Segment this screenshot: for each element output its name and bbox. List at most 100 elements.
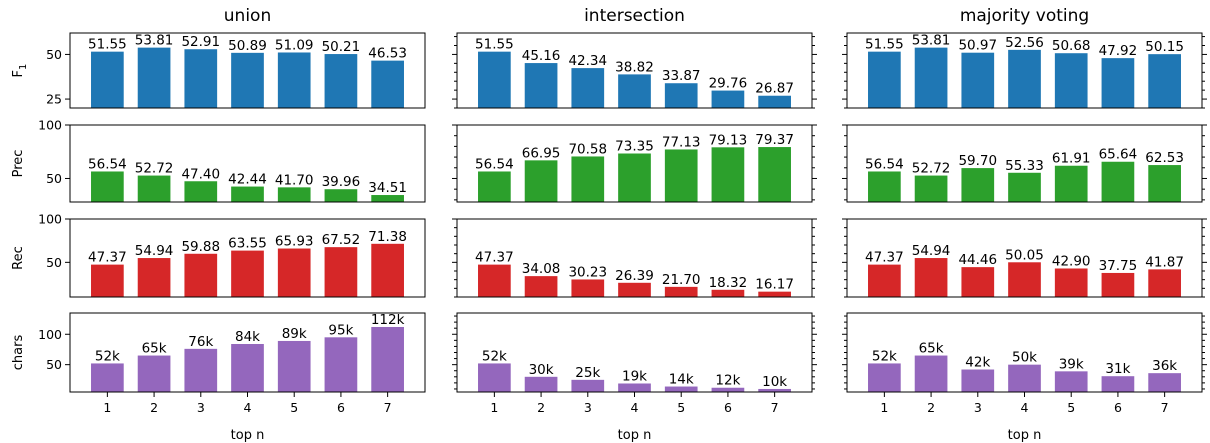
x-tick-label: 3 [197,400,205,415]
panel-f1-intersection: 51.55 45.16 42.34 38.82 33.87 29.76 26.87 [452,32,817,109]
data-label-prec-union-5: 41.70 [275,172,314,188]
bar-rec-majority-voting-6 [1101,272,1135,297]
bar-chars-intersection-4 [618,383,651,392]
panel-prec-intersection: 56.54 66.95 70.58 73.35 77.13 79.13 79.37 [452,124,817,203]
data-label-chars-union-5: 89k [282,326,307,342]
bar-prec-union-3 [184,181,218,202]
data-label-chars-majority-voting-6: 31k [1105,361,1130,377]
bar-f1-majority-voting-5 [1054,53,1088,108]
bar-prec-majority-voting-1 [868,171,901,202]
data-label-rec-majority-voting-7: 41.87 [1145,254,1184,270]
bar-prec-majority-voting-4 [1008,172,1041,202]
bar-chars-intersection-6 [711,387,745,392]
bar-prec-intersection-2 [524,160,558,202]
bar-chars-intersection-1 [478,363,511,392]
x-tick-label: 7 [384,400,392,415]
data-label-rec-majority-voting-1: 47.37 [865,250,904,266]
data-label-rec-union-1: 47.37 [88,250,127,266]
x-tick-label: 1 [880,400,888,415]
bar-rec-intersection-3 [571,279,605,297]
data-label-rec-union-3: 59.88 [181,239,220,255]
data-label-f1-majority-voting-6: 47.92 [1099,43,1138,59]
x-tick-label: 3 [974,400,982,415]
axes-frame [69,218,426,298]
bar-rec-majority-voting-5 [1054,268,1088,297]
bar-f1-majority-voting-4 [1008,49,1041,108]
data-label-prec-intersection-4: 73.35 [615,139,654,155]
x-tick-label: 1 [103,400,111,415]
data-label-rec-majority-voting-2: 54.94 [912,243,951,259]
data-label-prec-intersection-2: 66.95 [522,145,561,161]
panel-rec-intersection: 47.37 34.08 30.23 26.39 21.70 18.32 16.17 [452,218,817,298]
axes-frame [456,218,813,298]
column-title-union: union [224,6,271,26]
data-label-rec-union-2: 54.94 [135,243,174,259]
data-label-prec-union-6: 39.96 [322,174,361,190]
axes-frame [846,32,1203,109]
data-label-rec-union-6: 67.52 [322,232,361,248]
panel-rec-union: 47.37 54.94 59.88 63.55 65.93 67.52 71.38 50 100 [38,212,426,298]
bar-chars-majority-voting-6 [1101,376,1135,392]
axes-frame [846,218,1203,298]
bar-chars-intersection-7 [758,388,791,392]
bar-rec-union-2 [137,258,171,297]
axes-frame [846,124,1203,203]
bar-prec-majority-voting-6 [1101,161,1135,202]
panel-f1-union: 51.55 53.81 52.91 50.89 51.09 50.21 46.53 25 50 [46,32,426,109]
bar-f1-intersection-7 [758,95,791,108]
data-label-prec-intersection-3: 70.58 [568,141,607,157]
bar-f1-union-2 [137,47,171,108]
bar-prec-union-1 [91,171,124,202]
data-label-rec-majority-voting-4: 50.05 [1005,247,1044,263]
data-label-chars-intersection-5: 14k [669,372,694,388]
bar-rec-union-7 [371,243,404,297]
x-tick-label: 4 [631,400,639,415]
bar-rec-union-3 [184,253,218,297]
y-axis-label-text: F [11,70,26,77]
bar-chars-union-7 [371,326,404,392]
data-label-f1-union-5: 51.09 [275,37,314,53]
bar-f1-intersection-4 [618,74,651,108]
bar-chars-majority-voting-3 [961,369,995,392]
panel-f1-majority-voting: 51.55 53.81 50.97 52.56 50.68 47.92 50.15 [842,32,1207,109]
data-label-f1-intersection-4: 38.82 [615,59,654,75]
data-label-f1-union-4: 50.89 [228,38,267,54]
bar-chars-intersection-5 [664,386,698,392]
data-label-f1-union-2: 53.81 [135,33,174,49]
x-tick-label: 3 [584,400,592,415]
x-axis-label: top n [618,428,652,443]
y-tick-label: 50 [46,357,62,372]
bar-chars-majority-voting-2 [914,355,948,392]
y-tick-label: 100 [38,212,62,227]
x-tick-label: 4 [1021,400,1029,415]
y-tick-label: 50 [46,255,62,270]
bar-prec-union-6 [324,189,358,202]
bar-prec-majority-voting-5 [1054,165,1088,202]
x-axis-label: top n [231,428,265,443]
y-axis-label-text: Rec [11,246,26,270]
y-axis-label-subscript: 1 [18,64,29,70]
data-label-f1-intersection-3: 42.34 [568,53,607,69]
data-label-f1-union-7: 46.53 [368,46,407,62]
data-label-chars-union-2: 65k [142,341,167,357]
data-label-prec-union-7: 34.51 [368,180,407,196]
bar-chars-union-6 [324,337,358,392]
column-title-intersection: intersection [584,6,685,26]
panel-prec-union: 56.54 52.72 47.40 42.44 41.70 39.96 34.51 50 100 [38,118,426,203]
data-label-prec-majority-voting-4: 55.33 [1005,158,1044,174]
data-label-rec-intersection-7: 16.17 [755,277,794,293]
data-label-f1-intersection-5: 33.87 [662,68,701,84]
data-label-chars-union-7: 112k [371,312,405,328]
column-title-majority-voting: majority voting [960,6,1089,26]
y-axis-label-text: Prec [11,150,26,178]
data-label-chars-majority-voting-1: 52k [872,348,897,364]
data-label-f1-union-6: 50.21 [322,39,361,55]
data-label-rec-majority-voting-5: 42.90 [1052,253,1091,269]
data-label-prec-majority-voting-6: 65.64 [1099,147,1138,163]
data-label-f1-majority-voting-1: 51.55 [865,37,904,53]
axes-frame [456,124,813,203]
data-label-chars-intersection-7: 10k [762,374,787,390]
x-tick-label: 2 [537,400,545,415]
y-axis-label-chars: chars [11,335,26,371]
axes-frame [456,32,813,109]
